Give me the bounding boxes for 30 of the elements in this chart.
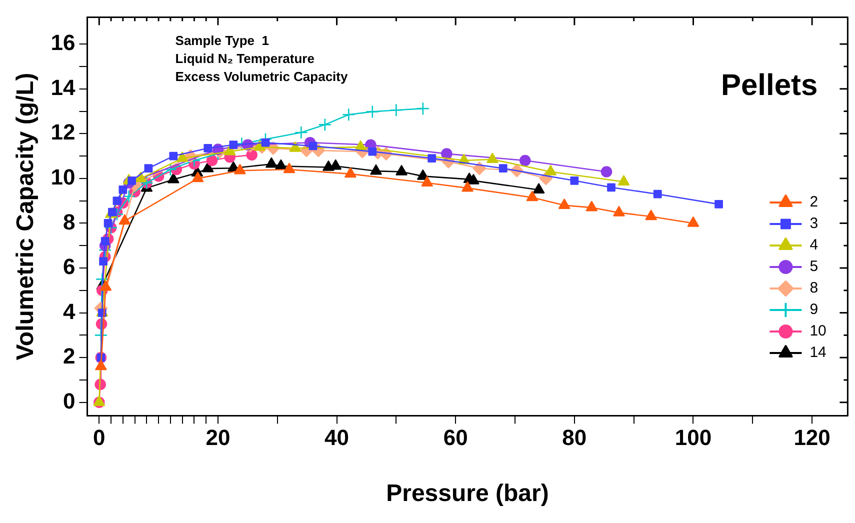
legend-label: 10: [810, 322, 826, 340]
legend-label: 9: [810, 301, 818, 318]
legend-label: 5: [810, 258, 818, 276]
annotation: Sample Type 1: [175, 33, 269, 48]
y-tick-label: 0: [63, 388, 76, 414]
y-tick-label: 16: [50, 30, 76, 56]
x-tick-label: 0: [93, 425, 106, 450]
y-tick-label: 2: [63, 344, 76, 369]
legend-label: 4: [810, 236, 818, 254]
annotation: Excess Volumetric Capacity: [175, 69, 348, 84]
y-tick-label: 14: [50, 74, 76, 100]
y-tick-label: 12: [50, 120, 76, 145]
y-axis-title: Volumetric Capacity (g/L): [12, 72, 40, 360]
x-tick-label: 100: [674, 425, 712, 450]
legend-label: 14: [810, 344, 826, 362]
legend-label: 3: [810, 215, 818, 232]
annotation: Liquid N₂ Temperature: [175, 51, 314, 66]
x-tick-label: 80: [562, 425, 587, 450]
y-tick-label: 6: [63, 254, 76, 280]
text: Pellets: [720, 69, 818, 102]
x-axis-title: Pressure (bar): [386, 480, 549, 508]
y-tick-label: 4: [63, 298, 76, 324]
legend-label: 2: [810, 194, 818, 211]
y-tick-label: 8: [63, 209, 76, 234]
x-tick-label: 20: [206, 425, 230, 450]
x-tick-label: 120: [794, 425, 830, 450]
x-tick-label: 60: [443, 425, 468, 450]
y-tick-label: 10: [50, 164, 76, 190]
x-tick-label: 40: [324, 425, 350, 450]
legend-label: 8: [810, 280, 818, 297]
